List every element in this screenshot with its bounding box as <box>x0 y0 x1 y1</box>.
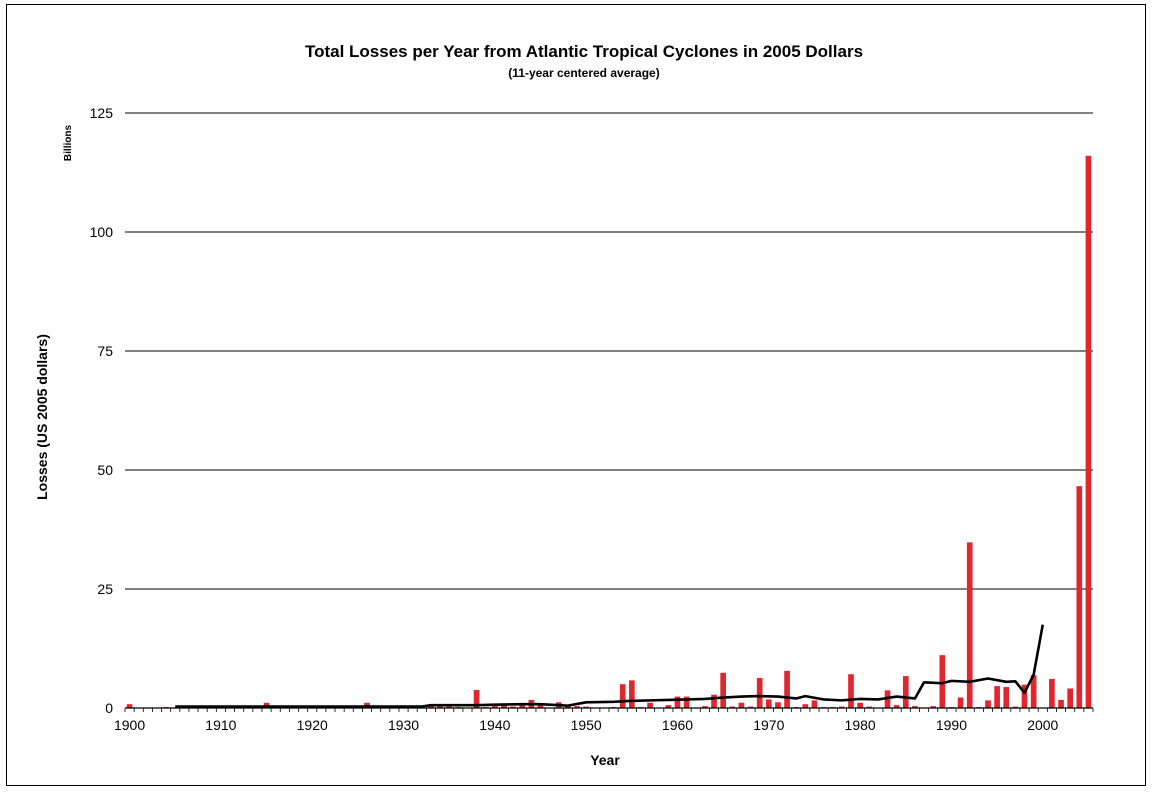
bar <box>939 655 946 708</box>
bar <box>437 706 443 708</box>
x-tick-label: 2000 <box>1027 717 1058 733</box>
y-unit-label: Billions <box>63 125 74 162</box>
bar <box>802 704 809 708</box>
bar <box>628 680 635 708</box>
bar <box>775 702 781 708</box>
bar <box>647 702 653 708</box>
x-tick-label: 1990 <box>936 717 967 733</box>
x-tick-label: 1920 <box>297 717 328 733</box>
y-tick-label: 75 <box>97 343 113 359</box>
bar <box>738 702 745 708</box>
bar <box>1021 684 1028 708</box>
bar <box>574 706 580 708</box>
x-tick-label: 1910 <box>205 717 236 733</box>
bar <box>784 670 790 708</box>
bar <box>957 697 964 708</box>
bars-layer <box>126 155 1092 709</box>
y-axis-label: Losses (US 2005 dollars) <box>34 334 50 500</box>
bar <box>619 684 626 708</box>
bar <box>966 542 973 708</box>
y-tick-label: 50 <box>97 462 113 478</box>
bar <box>839 706 845 708</box>
chart-title: Total Losses per Year from Atlantic Trop… <box>305 42 863 61</box>
y-tick-label: 100 <box>90 224 114 240</box>
bar <box>994 686 1000 708</box>
bar <box>1030 675 1037 708</box>
bar <box>848 674 854 708</box>
bar <box>1085 155 1092 709</box>
y-tick-label: 0 <box>105 700 113 716</box>
bar <box>765 699 772 708</box>
bar <box>446 706 453 708</box>
bar <box>912 706 918 708</box>
x-tick-label: 1900 <box>114 717 145 733</box>
bar <box>902 676 909 708</box>
bar <box>702 706 708 708</box>
bar <box>720 672 726 708</box>
bar <box>683 696 690 708</box>
bar <box>1003 687 1010 708</box>
bar <box>811 700 818 708</box>
bar <box>1067 688 1074 708</box>
bar <box>729 706 736 708</box>
x-tick-label: 1980 <box>845 717 876 733</box>
bar <box>674 696 681 708</box>
bar <box>501 705 507 708</box>
bar <box>510 706 516 708</box>
axis-layer: 0 25 50 75 100 125 1900 1910 1920 1930 1940 1950 196… <box>90 105 1094 733</box>
bar <box>473 689 480 708</box>
bar <box>1012 706 1019 708</box>
grid-layer <box>125 112 1093 590</box>
chart-subtitle: (11-year centered average) <box>508 66 659 80</box>
x-tick-label: 1950 <box>571 717 602 733</box>
bar <box>428 705 434 708</box>
bar <box>537 703 544 708</box>
bar <box>985 700 991 708</box>
chart-svg: Total Losses per Year from Atlantic Trop… <box>34 42 1094 768</box>
bar <box>756 678 763 708</box>
x-tick-label: 1970 <box>753 717 784 733</box>
bar <box>126 704 133 708</box>
line-layer <box>175 624 1045 708</box>
average-line <box>175 624 1045 708</box>
bar <box>583 706 590 708</box>
bar <box>930 706 937 708</box>
bar <box>893 705 900 708</box>
y-tick-label: 25 <box>97 581 113 597</box>
x-axis-label: Year <box>590 752 620 768</box>
bar <box>1076 486 1083 708</box>
bar <box>1049 678 1055 708</box>
bar <box>857 702 863 708</box>
bar <box>747 706 754 708</box>
x-tick-label: 1940 <box>479 717 510 733</box>
bar <box>1058 699 1064 708</box>
bar <box>665 705 672 708</box>
bar <box>519 705 526 708</box>
y-tick-label: 125 <box>90 105 114 121</box>
x-tick-label: 1930 <box>388 717 419 733</box>
bar <box>492 706 498 708</box>
x-tick-label: 1960 <box>662 717 693 733</box>
chart-frame: Total Losses per Year from Atlantic Trop… <box>6 4 1146 786</box>
bar <box>711 694 717 708</box>
bar <box>866 706 873 708</box>
